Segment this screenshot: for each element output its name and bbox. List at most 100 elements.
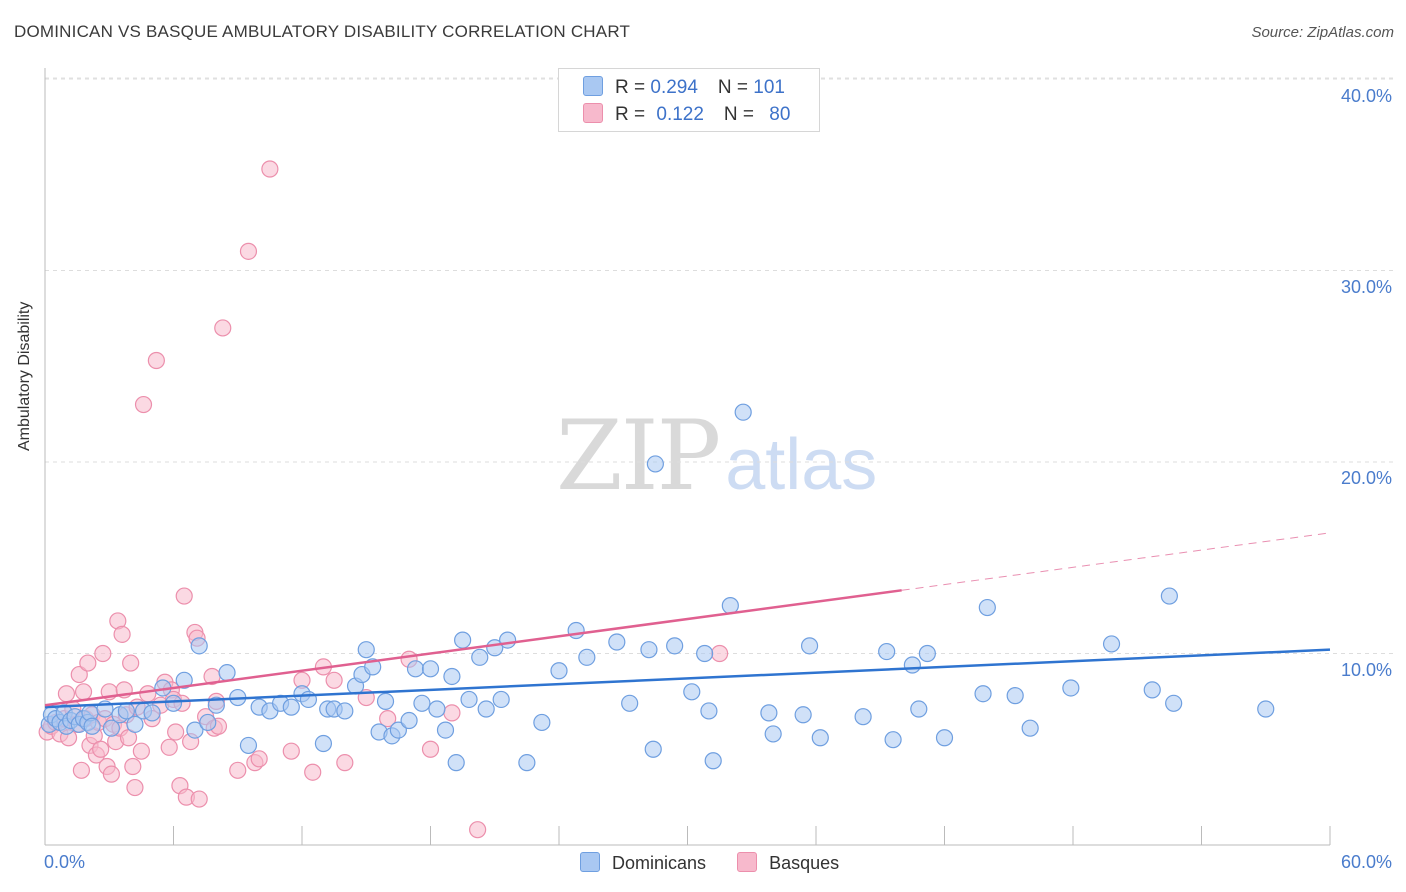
dominican-point [903,656,921,674]
basque-point [379,710,397,728]
dominican-point [621,694,639,712]
dominican-point [550,662,568,680]
basques-legend-icon [737,852,758,872]
dominican-point [800,637,819,655]
dominican-point [721,597,739,615]
basques-r-value: 0.122 [656,104,704,125]
basque-point [132,742,150,760]
dominican-point [700,702,718,720]
dominican-point [102,719,120,737]
dominican-point [175,671,193,689]
basque-point [134,395,153,414]
dominican-point [492,690,510,709]
dominicans-r-label: R = [615,77,651,98]
dominicans-n-value: 101 [753,77,785,98]
chart-title: DOMINICAN VS BASQUE AMBULATORY DISABILIT… [14,22,631,41]
basques-swatch-icon [583,103,603,123]
stats-legend: R = 0.294 N = 101 R = 0.122 N = 80 [558,68,820,132]
dominican-point [567,621,585,640]
dominican-point [406,660,425,678]
dominican-point [83,717,101,735]
dominican-point [608,633,626,651]
dominican-point [413,694,431,712]
dominican-point [314,734,333,753]
dominican-point [683,683,701,701]
basques-legend-label: Basques [769,853,840,873]
dominican-point [357,641,375,659]
legend-item-basques: Basques [737,852,839,874]
basques-trend-extension [901,532,1331,591]
dominican-point [918,644,936,663]
series-legend: Dominicans Basques [580,852,865,874]
basque-point [124,757,142,776]
dominican-point [1062,679,1080,697]
dominican-point [1257,700,1275,718]
basque-point [261,160,279,178]
basque-point [72,761,91,779]
basque-point [304,763,322,781]
basque-point [92,740,110,758]
dominican-point [974,685,992,703]
basques-r-label: R = [615,104,651,125]
dominican-point [704,752,722,770]
dominican-point [764,725,782,743]
basque-point [126,778,144,797]
dominican-point [164,694,183,712]
dominican-point [218,664,236,682]
basque-point [147,351,165,370]
dominican-point [389,721,407,739]
x-tick-label-max: 60.0% [1340,852,1392,872]
dominican-point [640,641,658,659]
dominican-point [910,700,928,718]
dominican-point [400,711,418,730]
dominicans-legend-label: Dominicans [612,853,707,873]
dominican-point [518,754,536,772]
y-tick-label-10: 10.0% [1340,660,1392,680]
basque-point [167,723,185,741]
basque-point [122,654,140,672]
dominican-point [1143,681,1161,699]
source-label: Source: ZipAtlas.com [1251,24,1394,41]
dominican-point [760,704,778,722]
basque-point [250,750,268,768]
dominicans-swatch-icon [583,76,603,96]
basque-point [282,742,300,760]
basque-point [190,790,208,808]
basque-point [94,644,112,663]
dominicans-r-value: 0.294 [650,77,698,98]
dominican-point [978,598,996,617]
dominican-point [734,403,752,421]
basque-point [79,654,97,672]
dominican-point [646,455,664,473]
y-tick-label-40: 40.0% [1340,86,1392,106]
dominican-point [436,721,455,739]
dominicans-n-label: N = [717,77,754,98]
dominican-point [499,631,517,649]
dominican-point [811,729,829,747]
dominican-point [336,702,354,720]
basque-point [214,319,232,337]
dominican-point [666,637,684,655]
dominican-point [207,696,225,714]
basque-point [74,683,93,701]
dominican-point [454,631,472,649]
dominican-point [477,700,495,718]
dominican-point [884,731,902,749]
basque-point [57,685,76,703]
dominican-point [1165,694,1183,712]
basque-point [139,685,157,703]
dominican-point [578,648,596,666]
basque-point [336,754,354,772]
dominican-point [186,721,204,739]
y-axis-label: Ambulatory Disability [16,301,33,451]
dominican-point [190,637,208,655]
dominican-point [447,754,465,772]
legend-row-basques: R = 0.122 N = 80 [583,103,790,127]
dominicans-trend-line [44,648,1331,709]
dominican-point [794,706,812,724]
basque-point [113,625,131,643]
dominican-point [239,736,258,755]
dominican-point [878,642,896,661]
basque-point [469,821,487,839]
dominican-point [376,692,395,710]
